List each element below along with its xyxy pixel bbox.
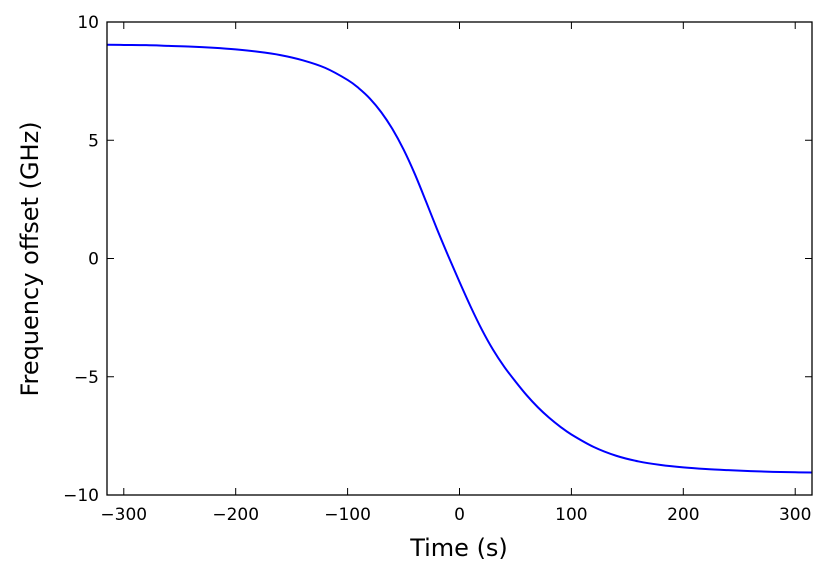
x-tick-label: 300 [779, 505, 811, 525]
plot-frame [106, 21, 813, 496]
y-tick-label: 10 [77, 13, 99, 33]
x-tick-label: 100 [555, 505, 587, 525]
x-tick-label: 0 [454, 505, 465, 525]
y-axis-label: Frequency offset (GHz) [16, 121, 44, 396]
x-tick-label: 200 [667, 505, 699, 525]
x-axis-label: Time (s) [409, 534, 508, 562]
series-line-0 [107, 43, 812, 474]
x-tick-label: −100 [324, 505, 371, 525]
y-tick-label: 5 [88, 131, 99, 151]
plot-area [107, 43, 812, 474]
y-tick-label: −10 [63, 486, 99, 506]
x-tick-label: −200 [212, 505, 259, 525]
y-tick-label: −5 [74, 368, 99, 388]
x-tick-label: −300 [100, 505, 147, 525]
axes: −300 −200 −100 0 100 200 300 10 5 0 −5 −10 [63, 13, 813, 525]
y-tick-label: 0 [88, 250, 99, 270]
